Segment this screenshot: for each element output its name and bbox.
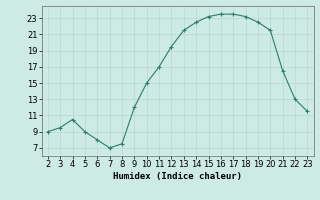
X-axis label: Humidex (Indice chaleur): Humidex (Indice chaleur): [113, 172, 242, 181]
